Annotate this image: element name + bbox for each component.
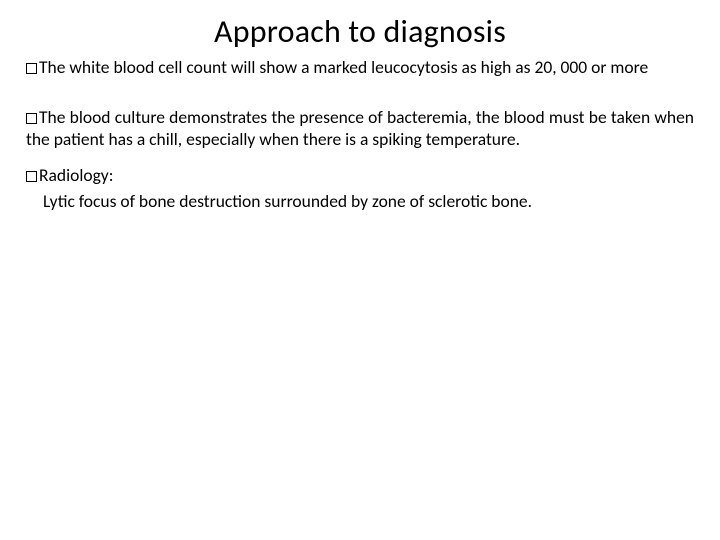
bullet-subtext: Lytic focus of bone destruction surround… <box>26 191 694 213</box>
bullet-item: The blood culture demonstrates the prese… <box>26 107 694 151</box>
bullet-text: Radiology: <box>39 164 113 186</box>
square-bullet-icon <box>26 113 37 124</box>
square-bullet-icon <box>26 171 37 182</box>
bullet-text: The white blood cell count will show a m… <box>39 56 648 78</box>
bullet-item: Radiology: <box>26 165 694 187</box>
slide-body: The white blood cell count will show a m… <box>26 57 694 212</box>
square-bullet-icon <box>26 63 37 74</box>
slide-title: Approach to diagnosis <box>26 12 694 51</box>
slide: Approach to diagnosis The white blood ce… <box>0 0 720 540</box>
spacer <box>26 93 694 107</box>
bullet-text: The blood culture demonstrates the prese… <box>26 106 694 150</box>
bullet-item: The white blood cell count will show a m… <box>26 57 694 79</box>
